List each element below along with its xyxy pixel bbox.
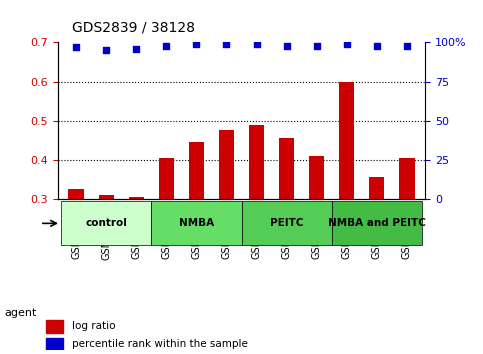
Text: agent: agent (5, 308, 37, 318)
Point (253, 41, 260, 47)
Bar (219, 131, 234, 316)
Point (72, 44, 80, 50)
Text: control: control (85, 218, 127, 228)
Text: log ratio: log ratio (72, 321, 115, 331)
Point (223, 41, 230, 47)
Bar (159, 158, 174, 316)
Point (403, 43, 411, 48)
Bar (99, 195, 114, 316)
Text: NMBA: NMBA (179, 218, 214, 228)
Text: NMBA and PEITC: NMBA and PEITC (328, 218, 426, 228)
Point (343, 41, 351, 47)
Bar (279, 138, 294, 316)
Bar (46, 338, 63, 350)
Bar (128, 197, 144, 316)
Point (313, 43, 321, 48)
Bar (309, 156, 324, 316)
FancyBboxPatch shape (332, 201, 422, 245)
Point (102, 47, 110, 53)
FancyBboxPatch shape (61, 201, 151, 245)
Point (193, 41, 200, 47)
Point (373, 43, 381, 48)
Text: GDS2839 / 38128: GDS2839 / 38128 (72, 21, 196, 35)
Point (132, 46, 140, 52)
Bar (189, 142, 204, 316)
Text: percentile rank within the sample: percentile rank within the sample (72, 339, 248, 349)
Bar (69, 189, 84, 316)
Point (162, 43, 170, 48)
FancyBboxPatch shape (151, 201, 242, 245)
Bar (369, 177, 384, 316)
Text: PEITC: PEITC (270, 218, 303, 228)
Bar (46, 320, 63, 333)
Bar (249, 125, 264, 316)
Bar (399, 158, 414, 316)
FancyBboxPatch shape (242, 201, 332, 245)
Bar (339, 81, 355, 316)
Point (283, 43, 290, 48)
